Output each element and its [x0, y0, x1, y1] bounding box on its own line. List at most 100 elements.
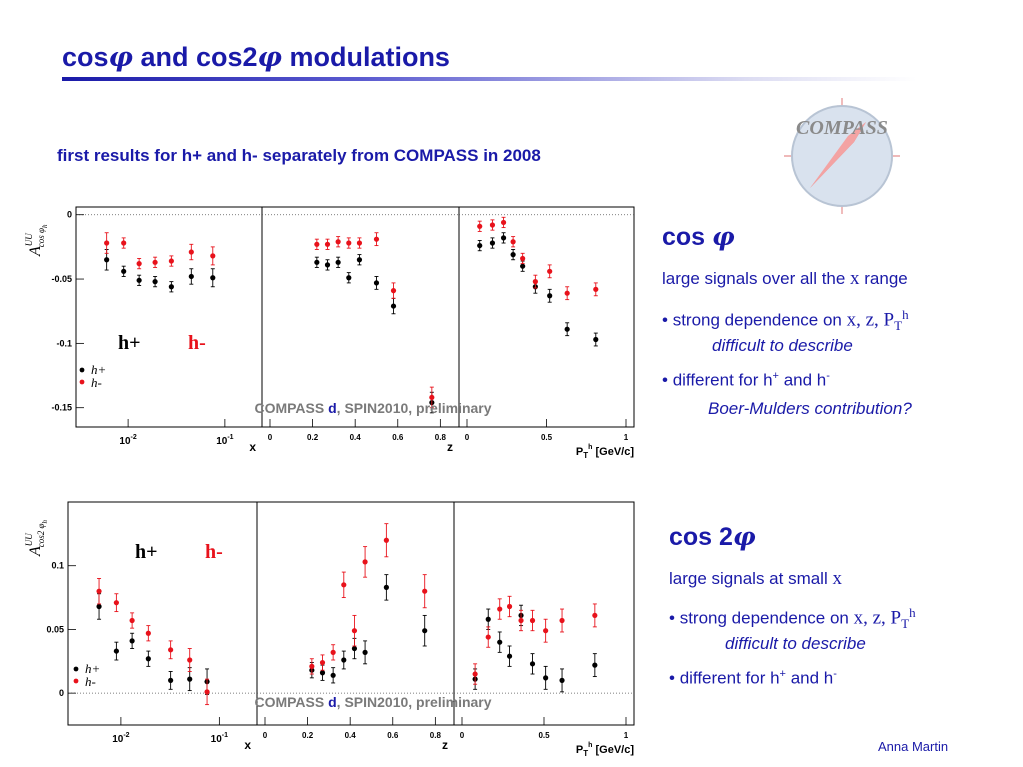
chart1-panel2-h--point — [559, 617, 565, 624]
logo-text: COMPASS — [796, 117, 888, 139]
chart0-panel2-xlabel: PTh [GeV/c] — [576, 444, 634, 460]
chart0-panel0-h+-point — [188, 273, 194, 280]
chart0-panel1-h+-point — [335, 259, 341, 265]
chart1-panel2-xtick-label: 1 — [624, 731, 629, 740]
chart1-legend-hminus-marker — [73, 678, 79, 684]
chart1-panel1-frame — [256, 501, 455, 726]
chart1-panel0-h--point — [96, 588, 102, 594]
chart1-panel1-xlabel: z — [442, 738, 448, 752]
chart0-legend-hminus-marker — [79, 379, 85, 385]
chart0-panel2-h--point — [532, 279, 538, 285]
chart0-panel0-h+-point — [168, 284, 174, 290]
chart0-panel1-h+-point — [356, 257, 363, 263]
chart0-panel0-h--point — [104, 240, 110, 246]
chart1-panel2-h+-point — [529, 661, 536, 667]
chart1-panel2-h--point — [529, 617, 536, 624]
compass-logo: COMPASS — [784, 98, 900, 214]
cos-phi-bullet2: • different for h+ and h- — [662, 370, 830, 390]
chart0-panel1-h--point — [346, 240, 352, 246]
chart0-panel0-xlabel: x — [249, 440, 256, 454]
chart0-panel0-h+-point — [136, 277, 142, 283]
chart0-panel1-h--point — [324, 241, 331, 247]
chart0-panel2-h+-point — [489, 240, 496, 246]
chart1-panel2-xlabel: PTh [GeV/c] — [576, 742, 634, 758]
title-underline — [62, 77, 917, 81]
chart1-panel0-xlabel: x — [244, 738, 251, 752]
chart0-panel2-frame — [458, 206, 635, 428]
chart1-panel0-h+-point — [168, 677, 174, 684]
chart1-panel0-xtick-label: 10-2 — [112, 732, 129, 745]
chart1-panel1-h+-point — [341, 657, 347, 663]
chart0-panel0-h--point — [188, 249, 194, 255]
chart0-ylabel: AUU cos φh — [24, 224, 49, 257]
chart0-panel2-h--point — [489, 222, 496, 228]
chart0-panel0-h--point — [136, 261, 142, 267]
chart0-panel0-h+-point — [152, 279, 158, 285]
chart0-hminus-label: h- — [188, 332, 206, 354]
chart1-panel1-h+-point — [422, 628, 428, 634]
chart1-panel2-h+-point — [543, 675, 549, 681]
chart0-panel2-h--point — [547, 268, 553, 274]
chart0-ytick-label: -0.1 — [56, 338, 72, 348]
cos2-phi-bullet2: • different for h+ and h- — [669, 668, 837, 688]
chart1-panel1-h+-point — [330, 672, 336, 678]
chart0-panel1-h+-point — [390, 303, 397, 309]
chart0-panel0-h+-point — [210, 275, 216, 281]
chart1-panel0-h+-point — [96, 603, 102, 610]
chart1-panel1-h--point — [351, 628, 358, 634]
chart1-panel1-h+-point — [383, 584, 389, 590]
chart1-panel2-frame — [453, 501, 635, 726]
chart1-panel0-h+-point — [129, 638, 135, 644]
chart1-watermark: COMPASS d, SPIN2010, preliminary — [254, 694, 491, 710]
chart0-panel1-xtick-label: 0 — [268, 433, 273, 442]
cos-phi-line1: large signals over all the x range — [662, 268, 908, 289]
chart1-hminus-label: h- — [205, 541, 223, 563]
chart1-panel0-h--point — [204, 689, 210, 695]
chart0-panel2-h--point — [510, 239, 516, 245]
chart1-ylabel: AUU cos2 φh — [24, 519, 49, 557]
cos2-phi-line1: large signals at small x — [669, 568, 842, 589]
chart0-panel0-h--point — [121, 240, 127, 246]
chart1-panel2-h--point — [497, 606, 503, 612]
chart1-panel1-xtick-label: 0 — [263, 731, 268, 740]
chart1-panel2-h+-point — [592, 662, 598, 668]
chart0-panel2-h+-point — [547, 293, 553, 299]
chart1-panel1-h+-point — [351, 645, 358, 652]
chart0-panel2-h--point — [593, 286, 599, 292]
chart0-panel2-h+-point — [500, 235, 507, 241]
chart1-panel1-h--point — [330, 649, 336, 655]
cos-phi-bullet2-note: Boer-Mulders contribution? — [708, 399, 912, 418]
chart1-panel1-h--point — [362, 559, 368, 565]
chart0-panel1-h--point — [390, 288, 397, 294]
cos-phi-bullet1: • strong dependence on x, z, PTh — [662, 307, 909, 334]
chart1-panel0-h+-point — [145, 656, 151, 662]
chart0-ytick-label: 0 — [67, 210, 72, 220]
chart1-panel1-xtick-label: 0.8 — [430, 731, 442, 740]
chart1-panel0-h+-point — [113, 648, 119, 654]
chart1-panel1-h--point — [309, 663, 315, 669]
slide-subtitle: first results for h+ and h- separately f… — [57, 146, 541, 165]
chart0-panel1-xtick-label: 0.4 — [350, 433, 362, 442]
chart1-panel1-h--point — [341, 582, 347, 588]
chart1-ytick-label: 0 — [59, 688, 64, 698]
cos2-phi-bullet1-note: difficult to describe — [725, 634, 866, 653]
chart0-legend-hplus: h+ — [91, 362, 106, 377]
cos-phi-bullet1-note: difficult to describe — [712, 336, 853, 355]
cos-phi-heading: cos φ — [662, 222, 735, 251]
chart0-panel2-xtick-label: 0.5 — [541, 433, 553, 442]
chart0-panel1-h--point — [429, 394, 435, 401]
chart1-panel1-xtick-label: 0.4 — [345, 731, 357, 740]
cos2-phi-bullet1: • strong dependence on x, z, PTh — [669, 605, 916, 632]
chart1-ytick-label: 0.1 — [51, 561, 64, 571]
chart1-ytick-label: 0.05 — [46, 624, 64, 634]
chart0-panel1-h+-point — [373, 280, 380, 286]
chart0-ytick-label: -0.15 — [51, 403, 72, 413]
chart1-panel1-h--point — [422, 588, 428, 594]
author-name: Anna Martin — [878, 739, 949, 754]
chart0-panel0-h--point — [152, 259, 158, 265]
chart1-panel2-xtick-label: 0.5 — [538, 731, 550, 740]
chart0-panel2-h--point — [477, 223, 483, 229]
chart1-panel2-h--point — [485, 634, 491, 640]
chart1-panel1-h+-point — [319, 670, 326, 676]
chart0-panel0-frame — [75, 206, 263, 428]
